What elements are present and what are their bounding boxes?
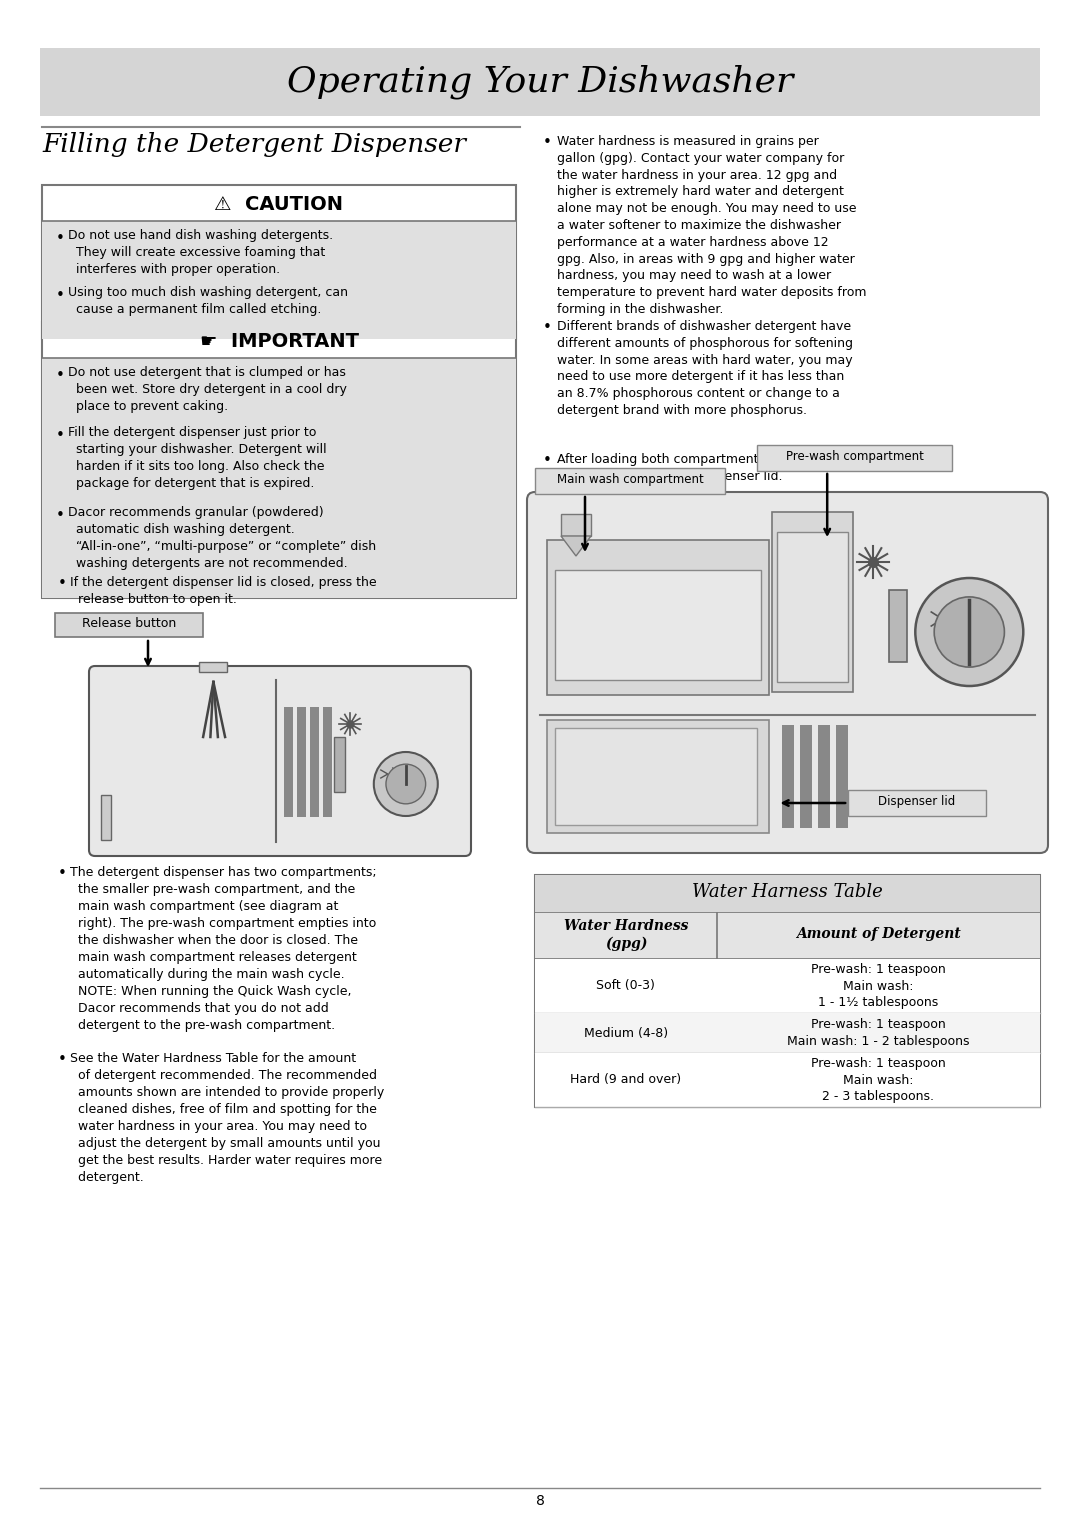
Bar <box>40 47 1040 116</box>
Text: Pre-wash: 1 teaspoon
Main wash:
2 - 3 tablespoons.: Pre-wash: 1 teaspoon Main wash: 2 - 3 ta… <box>811 1057 946 1102</box>
Bar <box>535 913 717 959</box>
Bar <box>535 959 717 1012</box>
Bar <box>717 959 1040 1012</box>
Bar <box>717 1054 1040 1107</box>
Bar <box>819 725 831 828</box>
Text: Water hardness is measured in grains per
gallon (gpg). Contact your water compan: Water hardness is measured in grains per… <box>557 134 866 316</box>
Bar <box>782 725 795 828</box>
Bar <box>555 570 761 680</box>
Text: Different brands of dishwasher detergent have
different amounts of phosphorous f: Different brands of dishwasher detergent… <box>557 321 853 417</box>
Bar <box>717 1012 1040 1054</box>
Bar <box>42 185 516 339</box>
Text: Hard (9 and over): Hard (9 and over) <box>570 1073 681 1087</box>
Text: Using too much dish washing detergent, can
  cause a permanent film called etchi: Using too much dish washing detergent, c… <box>68 286 348 316</box>
Text: Soft (0-3): Soft (0-3) <box>596 979 656 993</box>
Bar <box>535 1054 717 1107</box>
Bar <box>55 612 203 637</box>
Text: •: • <box>58 1052 67 1067</box>
Bar <box>323 707 333 817</box>
Text: Dacor recommends granular (powdered)
  automatic dish washing detergent.
  “All-: Dacor recommends granular (powdered) aut… <box>68 505 376 570</box>
Bar <box>310 707 320 817</box>
Bar <box>284 707 294 817</box>
Text: Pre-wash compartment: Pre-wash compartment <box>786 450 923 463</box>
Text: Do not use detergent that is clumped or has
  been wet. Store dry detergent in a: Do not use detergent that is clumped or … <box>68 366 347 412</box>
Text: See the Water Hardness Table for the amount
  of detergent recommended. The reco: See the Water Hardness Table for the amo… <box>70 1052 384 1183</box>
Bar <box>102 796 111 840</box>
Bar <box>535 875 1040 913</box>
Bar <box>42 322 516 599</box>
Bar <box>889 589 906 663</box>
Bar <box>772 512 853 692</box>
Text: Amount of Detergent: Amount of Detergent <box>796 927 961 941</box>
Bar <box>778 531 848 683</box>
Circle shape <box>386 764 426 803</box>
Text: Filling the Detergent Dispenser: Filling the Detergent Dispenser <box>42 131 465 157</box>
Bar <box>535 875 1040 1107</box>
Bar <box>848 789 986 815</box>
Text: Water Harness Table: Water Harness Table <box>692 883 882 901</box>
Text: Medium (4-8): Medium (4-8) <box>584 1026 667 1040</box>
Circle shape <box>374 751 437 815</box>
Text: •: • <box>58 866 67 881</box>
Text: •: • <box>56 368 65 383</box>
Text: •: • <box>58 576 67 591</box>
Text: The detergent dispenser has two compartments;
  the smaller pre-wash compartment: The detergent dispenser has two compartm… <box>70 866 377 1032</box>
Text: •: • <box>543 321 552 334</box>
Bar <box>800 725 812 828</box>
Text: •: • <box>56 508 65 524</box>
Bar <box>836 725 849 828</box>
Bar <box>297 707 307 817</box>
Text: •: • <box>56 428 65 443</box>
Text: Pre-wash: 1 teaspoon
Main wash:
1 - 1½ tablespoons: Pre-wash: 1 teaspoon Main wash: 1 - 1½ t… <box>811 964 946 1009</box>
Bar <box>42 357 516 599</box>
Text: After loading both compartments according to the
table below, close the dispense: After loading both compartments accordin… <box>557 454 872 483</box>
FancyBboxPatch shape <box>527 492 1048 854</box>
Circle shape <box>934 597 1004 667</box>
Text: 8: 8 <box>536 1493 544 1509</box>
Circle shape <box>916 579 1024 686</box>
Bar <box>535 467 725 495</box>
Text: Dispenser lid: Dispenser lid <box>878 796 956 808</box>
Bar <box>546 541 769 695</box>
Bar <box>200 663 228 672</box>
Text: •: • <box>543 134 552 150</box>
Polygon shape <box>561 536 591 556</box>
Bar <box>561 515 591 536</box>
Bar <box>757 444 953 470</box>
Text: Release button: Release button <box>82 617 176 631</box>
Text: ☛  IMPORTANT: ☛ IMPORTANT <box>200 331 359 351</box>
Text: •: • <box>56 231 65 246</box>
Text: Water Hardness
(gpg): Water Hardness (gpg) <box>564 919 688 951</box>
Bar <box>335 738 346 793</box>
Text: Fill the detergent dispenser just prior to
  starting your dishwasher. Detergent: Fill the detergent dispenser just prior … <box>68 426 326 490</box>
Bar <box>717 913 1040 959</box>
Text: Pre-wash: 1 teaspoon
Main wash: 1 - 2 tablespoons: Pre-wash: 1 teaspoon Main wash: 1 - 2 ta… <box>787 1019 970 1048</box>
Text: •: • <box>56 289 65 302</box>
Text: Do not use hand dish washing detergents.
  They will create excessive foaming th: Do not use hand dish washing detergents.… <box>68 229 333 276</box>
Bar <box>535 1012 717 1054</box>
Text: Main wash compartment: Main wash compartment <box>556 473 703 486</box>
Text: Operating Your Dishwasher: Operating Your Dishwasher <box>287 64 793 99</box>
Text: If the detergent dispenser lid is closed, press the
  release button to open it.: If the detergent dispenser lid is closed… <box>70 576 377 606</box>
FancyBboxPatch shape <box>89 666 471 857</box>
Bar <box>42 221 516 339</box>
Text: ⚠  CAUTION: ⚠ CAUTION <box>215 195 343 214</box>
Text: •: • <box>543 454 552 467</box>
Bar <box>555 728 757 825</box>
Bar <box>546 721 769 834</box>
